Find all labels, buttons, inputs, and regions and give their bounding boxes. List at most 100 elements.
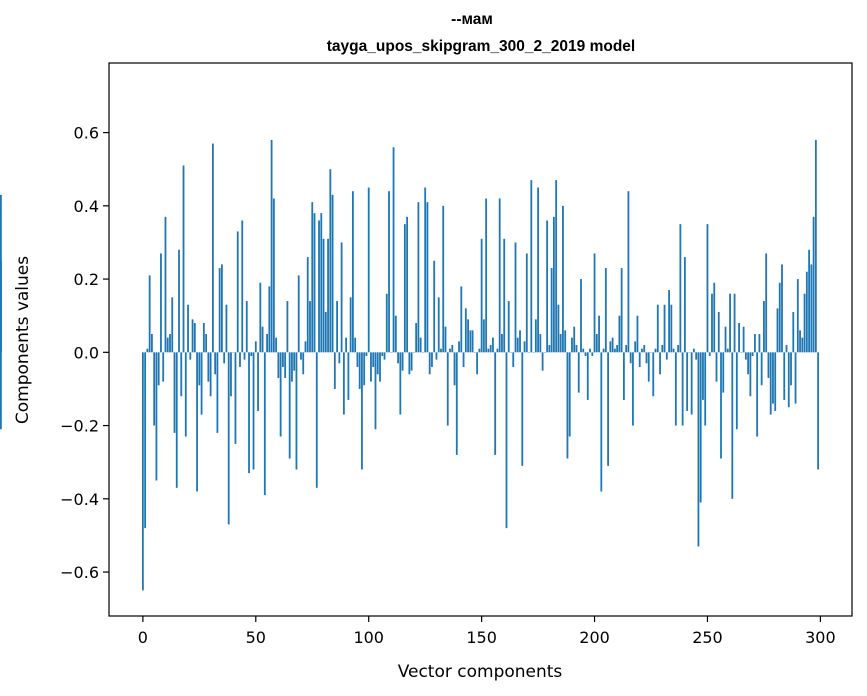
bar-58 bbox=[272, 198, 275, 353]
bar-148 bbox=[476, 352, 479, 375]
bar-104 bbox=[376, 352, 379, 375]
bar-70 bbox=[300, 352, 302, 360]
bar-254 bbox=[715, 352, 718, 382]
bar-210 bbox=[616, 344, 619, 353]
bar-46 bbox=[245, 301, 248, 353]
bar-122 bbox=[417, 202, 420, 353]
bar-219 bbox=[636, 315, 639, 353]
bar-215 bbox=[627, 191, 630, 353]
x-axis-label: Vector components bbox=[398, 662, 563, 682]
bar-286 bbox=[787, 352, 790, 408]
bar-139 bbox=[455, 352, 458, 455]
bar-239 bbox=[681, 352, 684, 426]
bar-116 bbox=[403, 224, 406, 353]
bar-160 bbox=[503, 238, 506, 353]
bar-61 bbox=[279, 352, 282, 437]
bar-251 bbox=[708, 352, 711, 356]
bar-15 bbox=[175, 352, 178, 488]
x-tick-label: 200 bbox=[579, 628, 610, 647]
bar-269 bbox=[749, 352, 752, 397]
bar-184 bbox=[557, 304, 560, 353]
bar-220 bbox=[638, 352, 641, 367]
bar-182 bbox=[552, 216, 555, 353]
bar-136 bbox=[449, 348, 451, 353]
bar-50 bbox=[254, 341, 257, 353]
bar-261 bbox=[731, 352, 734, 499]
bar-92 bbox=[349, 297, 352, 353]
bar-138 bbox=[453, 352, 456, 386]
bar-244 bbox=[693, 348, 695, 353]
bar-278 bbox=[769, 352, 772, 415]
bar-229 bbox=[659, 352, 661, 375]
bar-17 bbox=[180, 352, 183, 397]
bar-31 bbox=[211, 143, 214, 353]
bar-189 bbox=[568, 352, 571, 437]
bar-81 bbox=[324, 312, 327, 353]
bar-64 bbox=[286, 301, 289, 353]
bar-69 bbox=[297, 275, 300, 353]
bar-54 bbox=[263, 352, 266, 496]
bar-45 bbox=[243, 352, 246, 360]
bar-168 bbox=[521, 352, 524, 466]
bar-48 bbox=[250, 352, 253, 356]
bar-224 bbox=[647, 352, 650, 382]
bar-245 bbox=[695, 352, 698, 360]
bar-140 bbox=[458, 341, 460, 353]
chart-subtitle: tayga_upos_skipgram_300_2_2019 model bbox=[327, 38, 635, 55]
bar-185 bbox=[559, 334, 562, 353]
bar-193 bbox=[577, 352, 580, 393]
bar-249 bbox=[704, 352, 707, 426]
bar-30 bbox=[209, 352, 212, 397]
bar-201 bbox=[595, 334, 598, 353]
bar-275 bbox=[763, 301, 765, 353]
bar-119 bbox=[410, 352, 413, 371]
x-tick-label: 250 bbox=[692, 628, 723, 647]
bar-29 bbox=[207, 352, 210, 382]
bar-88 bbox=[340, 242, 343, 353]
bar-87 bbox=[338, 352, 341, 364]
bar-76 bbox=[313, 213, 316, 353]
y-tick-label: −0.2 bbox=[60, 417, 99, 436]
bar-13 bbox=[171, 297, 174, 353]
bar-263 bbox=[735, 352, 738, 430]
bar-212 bbox=[620, 268, 623, 353]
bar-199 bbox=[591, 352, 594, 356]
bar-235 bbox=[672, 348, 675, 353]
bar-36 bbox=[223, 352, 226, 364]
bar-276 bbox=[765, 253, 768, 353]
bar-279 bbox=[772, 352, 774, 404]
bar-68 bbox=[295, 352, 298, 470]
bar-84 bbox=[331, 194, 334, 353]
bar-183 bbox=[555, 180, 558, 353]
bar-237 bbox=[677, 344, 680, 353]
bar-98 bbox=[363, 352, 366, 386]
bar-272 bbox=[756, 352, 759, 437]
bar-260 bbox=[729, 293, 731, 353]
bar-283 bbox=[781, 264, 783, 353]
bar-159 bbox=[501, 334, 503, 353]
bar-55 bbox=[266, 334, 268, 353]
bar-89 bbox=[342, 352, 345, 415]
x-tick-label: 50 bbox=[246, 628, 266, 647]
bar-82 bbox=[327, 238, 329, 353]
bar-238 bbox=[679, 224, 682, 353]
bar-264 bbox=[738, 323, 740, 353]
bar-129 bbox=[433, 260, 436, 353]
bar-86 bbox=[336, 301, 338, 353]
bar-60 bbox=[277, 352, 280, 378]
bar-255 bbox=[717, 312, 720, 353]
bar-74 bbox=[309, 301, 311, 353]
bar-96 bbox=[358, 352, 361, 389]
bar-289 bbox=[794, 352, 797, 404]
bar-32 bbox=[214, 352, 217, 375]
bar-234 bbox=[670, 304, 673, 353]
bar-131 bbox=[437, 297, 440, 353]
bar-27 bbox=[202, 323, 205, 353]
bar-42 bbox=[236, 231, 239, 353]
x-tick-label: 150 bbox=[466, 628, 497, 647]
y-axis-label: Components values bbox=[13, 256, 33, 424]
bar-197 bbox=[586, 352, 589, 400]
bar-83 bbox=[329, 169, 332, 353]
bar-25 bbox=[198, 352, 201, 386]
y-axis-ticks: −0.6 −0.4 −0.2 0.0 0.2 0.4 0.6 bbox=[60, 124, 109, 582]
